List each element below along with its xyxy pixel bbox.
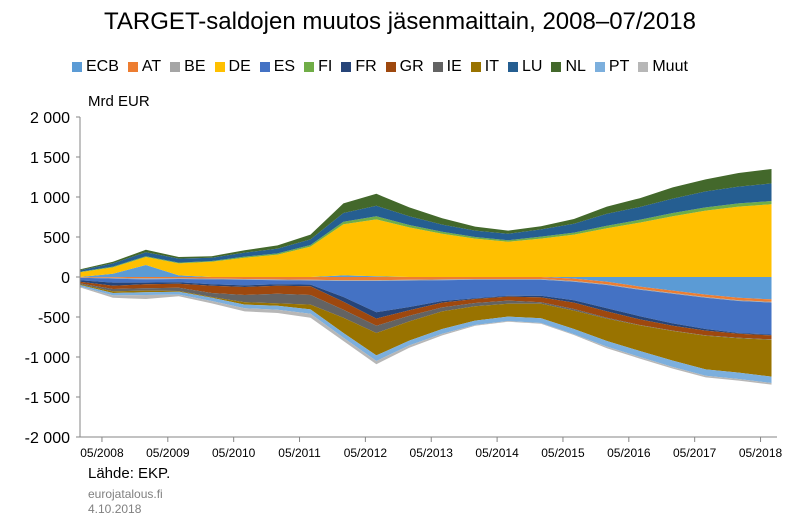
legend-label: FR bbox=[355, 58, 377, 75]
area-series-pt bbox=[80, 285, 772, 383]
area-series-be bbox=[80, 277, 772, 303]
y-tick-label: 500 bbox=[43, 230, 70, 247]
y-tick-label: -1 000 bbox=[25, 350, 70, 367]
area-series-de bbox=[80, 204, 772, 277]
legend-label: BE bbox=[184, 58, 206, 75]
area-series-es bbox=[80, 277, 772, 335]
x-tick-label: 05/2010 bbox=[212, 446, 256, 460]
legend-swatch bbox=[551, 62, 562, 72]
area-series-muut bbox=[80, 286, 772, 385]
publication-date: 4.10.2018 bbox=[88, 502, 142, 516]
y-tick-label: 0 bbox=[61, 270, 70, 287]
source-note: Lähde: EKP. bbox=[88, 465, 171, 482]
legend-swatch bbox=[470, 62, 481, 72]
legend-swatch bbox=[304, 62, 315, 72]
legend-label: NL bbox=[565, 58, 586, 75]
legend-item-ecb: ECB bbox=[72, 58, 119, 76]
legend-swatch bbox=[72, 62, 82, 72]
legend-label: ECB bbox=[86, 58, 119, 75]
area-series-at bbox=[80, 277, 772, 302]
chart-title: TARGET-saldojen muutos jäsenmaittain, 20… bbox=[104, 8, 696, 35]
y-tick-label: -2 000 bbox=[25, 430, 70, 447]
y-tick-label: 1 000 bbox=[30, 190, 70, 207]
x-tick-label: 05/2009 bbox=[146, 446, 190, 460]
legend-item-at: AT bbox=[127, 58, 162, 76]
y-axis-unit-label: Mrd EUR bbox=[88, 93, 150, 110]
legend-swatch bbox=[170, 62, 181, 72]
legend-label: ES bbox=[273, 58, 296, 75]
x-tick-label: 05/2013 bbox=[410, 446, 454, 460]
legend-item-muut: Muut bbox=[638, 58, 688, 76]
stacked-areas bbox=[80, 169, 772, 385]
site-name: eurojatalous.fi bbox=[88, 487, 163, 501]
legend-label: IT bbox=[484, 58, 499, 75]
legend-label: PT bbox=[608, 58, 630, 75]
legend-item-pt: PT bbox=[594, 58, 630, 76]
x-tick-label: 05/2016 bbox=[607, 446, 651, 460]
y-tick-label: -500 bbox=[38, 310, 70, 327]
area-series-lu bbox=[80, 183, 772, 272]
legend-label: AT bbox=[141, 58, 162, 75]
x-tick-label: 05/2017 bbox=[673, 446, 717, 460]
x-tick-label: 05/2008 bbox=[80, 446, 124, 460]
legend-swatch bbox=[594, 62, 605, 72]
x-tick-label: 05/2012 bbox=[344, 446, 388, 460]
legend-item-lu: LU bbox=[507, 58, 543, 76]
area-series-ecb bbox=[80, 265, 772, 300]
legend-item-de: DE bbox=[214, 58, 251, 76]
legend-item-nl: NL bbox=[551, 58, 586, 76]
legend-label: LU bbox=[521, 58, 543, 75]
x-tick-label: 05/2018 bbox=[739, 446, 783, 460]
area-series-fi bbox=[80, 201, 772, 273]
legend-item-it: IT bbox=[470, 58, 499, 76]
area-series-nl bbox=[80, 169, 772, 271]
x-tick-label: 05/2014 bbox=[475, 446, 519, 460]
area-series-it bbox=[80, 284, 772, 377]
legend-item-fr: FR bbox=[341, 58, 377, 76]
legend-swatch bbox=[341, 62, 352, 72]
x-tick-label: 05/2011 bbox=[278, 446, 321, 460]
legend-item-es: ES bbox=[259, 58, 296, 76]
legend-item-be: BE bbox=[170, 58, 206, 76]
y-tick-label: 1 500 bbox=[30, 150, 70, 167]
legend-label: DE bbox=[228, 58, 251, 75]
legend-swatch bbox=[259, 62, 270, 72]
legend-label: FI bbox=[318, 58, 333, 75]
legend-label: IE bbox=[446, 58, 462, 75]
legend-item-ie: IE bbox=[432, 58, 462, 76]
legend-swatch bbox=[385, 62, 396, 72]
x-tick-label: 05/2015 bbox=[541, 446, 585, 460]
legend-label: GR bbox=[399, 58, 424, 75]
legend-swatch bbox=[638, 62, 649, 72]
y-tick-label: -1 500 bbox=[25, 390, 70, 407]
y-tick-label: 2 000 bbox=[30, 110, 70, 127]
area-series-fr bbox=[80, 280, 772, 336]
legend-swatch bbox=[214, 62, 225, 72]
legend-label: Muut bbox=[652, 58, 688, 75]
legend-swatch bbox=[127, 62, 138, 72]
legend-item-fi: FI bbox=[304, 58, 332, 76]
legend-swatch bbox=[432, 62, 443, 72]
legend-swatch bbox=[507, 62, 518, 72]
chart-legend: ECB AT BE DE ES FI FR GR IE IT LU NL PT Muut bbox=[72, 58, 697, 76]
area-series-ie bbox=[80, 283, 772, 340]
legend-item-gr: GR bbox=[385, 58, 424, 76]
area-series-gr bbox=[80, 281, 772, 340]
